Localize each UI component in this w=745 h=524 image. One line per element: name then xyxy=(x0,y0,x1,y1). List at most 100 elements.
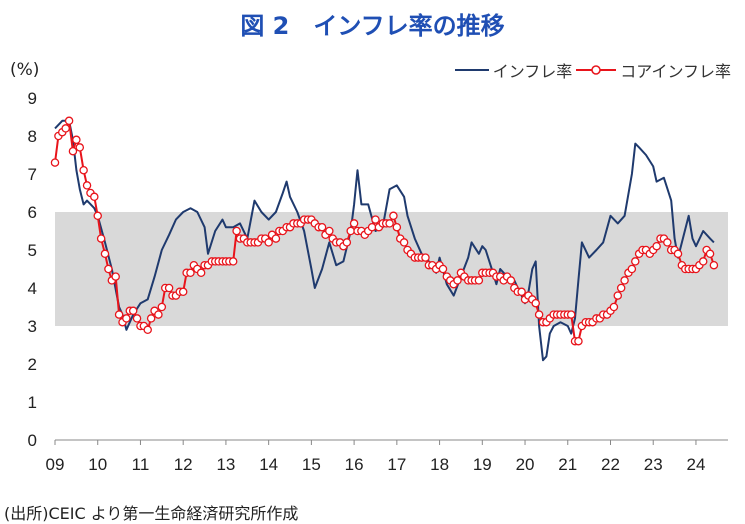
y-tick-label: 3 xyxy=(28,317,37,336)
core-inflation-point xyxy=(271,234,281,243)
core-inflation-point xyxy=(371,215,380,224)
y-tick-label: 6 xyxy=(28,203,37,222)
core-inflation-point xyxy=(517,287,526,297)
core-inflation-point xyxy=(232,226,241,236)
y-tick-label: 5 xyxy=(28,241,37,260)
x-tick-label: 20 xyxy=(516,455,535,474)
legend-item-inflation: インフレ率 xyxy=(454,58,573,82)
legend: インフレ率 コアインフレ率 xyxy=(454,58,731,82)
core-inflation-point xyxy=(143,325,152,335)
core-inflation-point xyxy=(61,124,70,133)
core-inflation-point xyxy=(325,226,334,236)
core-inflation-point xyxy=(474,276,484,285)
legend-swatch-core-inflation xyxy=(576,65,617,75)
inflation-line xyxy=(54,119,715,362)
y-tick-label: 4 xyxy=(28,279,37,298)
core-inflation-point xyxy=(157,302,167,312)
legend-label-core-inflation: コアインフレ率 xyxy=(620,62,731,81)
x-tick-label: 24 xyxy=(686,455,705,474)
core-inflation-point xyxy=(96,234,106,243)
core-inflation-point xyxy=(114,310,124,319)
x-tick-label: 14 xyxy=(259,455,278,474)
core-inflation-point xyxy=(421,253,430,262)
core-inflation-point xyxy=(68,146,78,156)
core-inflation-point xyxy=(111,272,120,281)
core-inflation-point xyxy=(609,302,619,312)
core-inflation-point xyxy=(178,287,188,297)
x-tick-label: 11 xyxy=(132,455,150,474)
core-inflation-point xyxy=(104,264,113,274)
y-tick-label: 2 xyxy=(28,355,37,374)
core-inflation-point xyxy=(627,264,637,274)
core-inflation-point xyxy=(392,222,402,232)
y-tick-label: 7 xyxy=(28,165,37,184)
x-tick-label: 09 xyxy=(46,455,65,474)
core-inflation-point xyxy=(613,291,623,300)
y-tick-label: 1 xyxy=(28,393,37,412)
core-inflation-point xyxy=(75,143,85,152)
core-inflation-point xyxy=(663,238,672,247)
core-inflation-point xyxy=(50,158,60,167)
core-inflation-point xyxy=(698,257,708,266)
core-inflation-point xyxy=(620,276,629,285)
core-inflation-point xyxy=(399,238,409,247)
core-inflation-point xyxy=(574,336,583,346)
core-inflation-point xyxy=(72,135,81,145)
x-tick-label: 22 xyxy=(601,455,620,474)
x-tick-label: 16 xyxy=(345,455,364,474)
core-inflation-point xyxy=(164,283,174,293)
core-inflation-point xyxy=(389,211,398,221)
core-inflation-point xyxy=(82,181,92,190)
x-tick-label: 21 xyxy=(558,455,577,474)
core-inflation-point xyxy=(196,268,206,278)
y-axis-unit-label: (%) xyxy=(10,60,40,80)
x-tick-label: 19 xyxy=(473,455,492,474)
legend-swatch-inflation xyxy=(454,69,489,71)
legend-item-core-inflation: コアインフレ率 xyxy=(576,58,731,82)
core-inflation-point xyxy=(317,222,327,232)
core-inflation-point xyxy=(534,310,544,319)
core-inflation-point xyxy=(385,219,394,228)
y-tick-label: 8 xyxy=(28,127,37,146)
core-inflation-point xyxy=(566,310,576,319)
legend-label-inflation: インフレ率 xyxy=(492,62,573,81)
core-inflation-point xyxy=(652,241,661,251)
core-inflation-point xyxy=(154,310,163,319)
core-inflation-point xyxy=(342,238,352,247)
core-inflation-point xyxy=(453,276,462,285)
core-inflation-point xyxy=(367,222,377,232)
core-inflation-point xyxy=(673,249,683,259)
core-inflation-point xyxy=(506,276,516,285)
chart-title: 図 2 インフレ率の推移 xyxy=(240,12,505,40)
core-inflation-point xyxy=(264,238,273,247)
core-inflation-point xyxy=(349,219,359,228)
x-tick-label: 15 xyxy=(302,455,321,474)
y-tick-label: 0 xyxy=(28,431,37,450)
core-inflation-point xyxy=(64,116,74,126)
core-inflation-point xyxy=(616,283,626,293)
core-inflation-point xyxy=(93,211,102,221)
core-inflation-point xyxy=(100,249,110,259)
core-inflation-point xyxy=(631,257,640,266)
core-inflation-point xyxy=(531,298,540,308)
y-tick-label: 9 xyxy=(28,89,37,108)
core-inflation-point xyxy=(79,165,88,175)
core-inflation-point xyxy=(132,314,142,323)
x-tick-label: 13 xyxy=(216,455,235,474)
core-inflation-point xyxy=(90,192,99,202)
core-inflation-point xyxy=(709,260,719,270)
source-note: (出所)CEIC より第一生命経済研究所作成 xyxy=(4,504,299,523)
core-inflation-point xyxy=(438,264,448,274)
core-inflation-point xyxy=(146,314,156,323)
core-inflation-point xyxy=(128,306,138,316)
core-inflation-point xyxy=(705,249,715,259)
core-inflation-point xyxy=(186,268,195,278)
x-tick-label: 17 xyxy=(387,455,406,474)
core-inflation-point xyxy=(228,257,238,266)
core-inflation-point xyxy=(346,226,355,236)
x-tick-label: 18 xyxy=(430,455,449,474)
x-tick-label: 10 xyxy=(88,455,107,474)
x-tick-label: 23 xyxy=(644,455,663,474)
x-tick-label: 12 xyxy=(174,455,193,474)
